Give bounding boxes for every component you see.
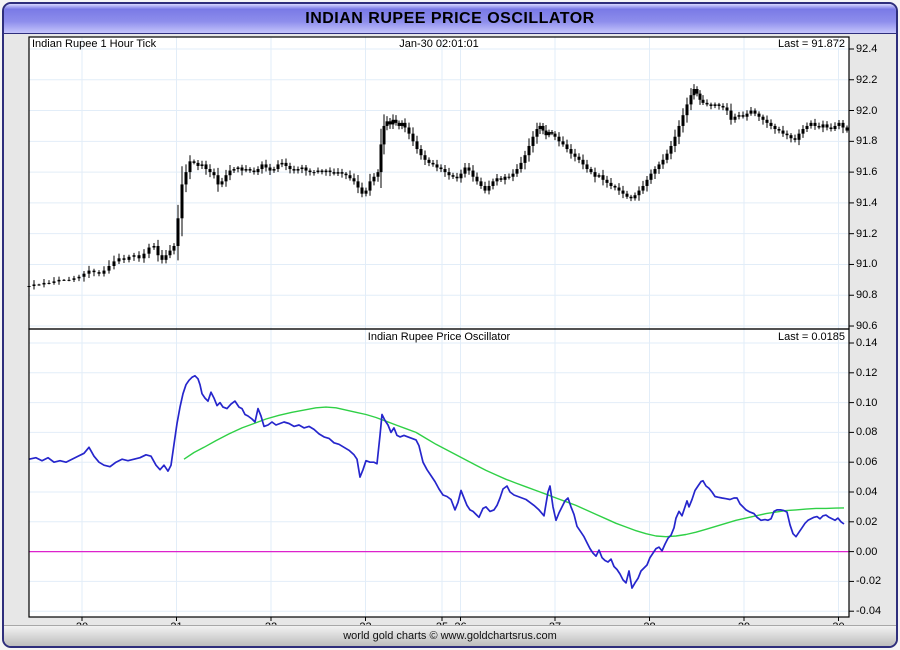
- chart-canvas: [27, 36, 854, 621]
- title-bar: INDIAN RUPEE PRICE OSCILLATOR: [4, 4, 896, 34]
- footer-text: world gold charts © www.goldchartsrus.co…: [343, 630, 557, 642]
- signal-line: [183, 406, 845, 538]
- candlestick-series: [27, 84, 849, 290]
- price-oscillator-line: [28, 374, 845, 589]
- window-title: INDIAN RUPEE PRICE OSCILLATOR: [305, 9, 595, 27]
- footer-bar: world gold charts © www.goldchartsrus.co…: [4, 625, 896, 646]
